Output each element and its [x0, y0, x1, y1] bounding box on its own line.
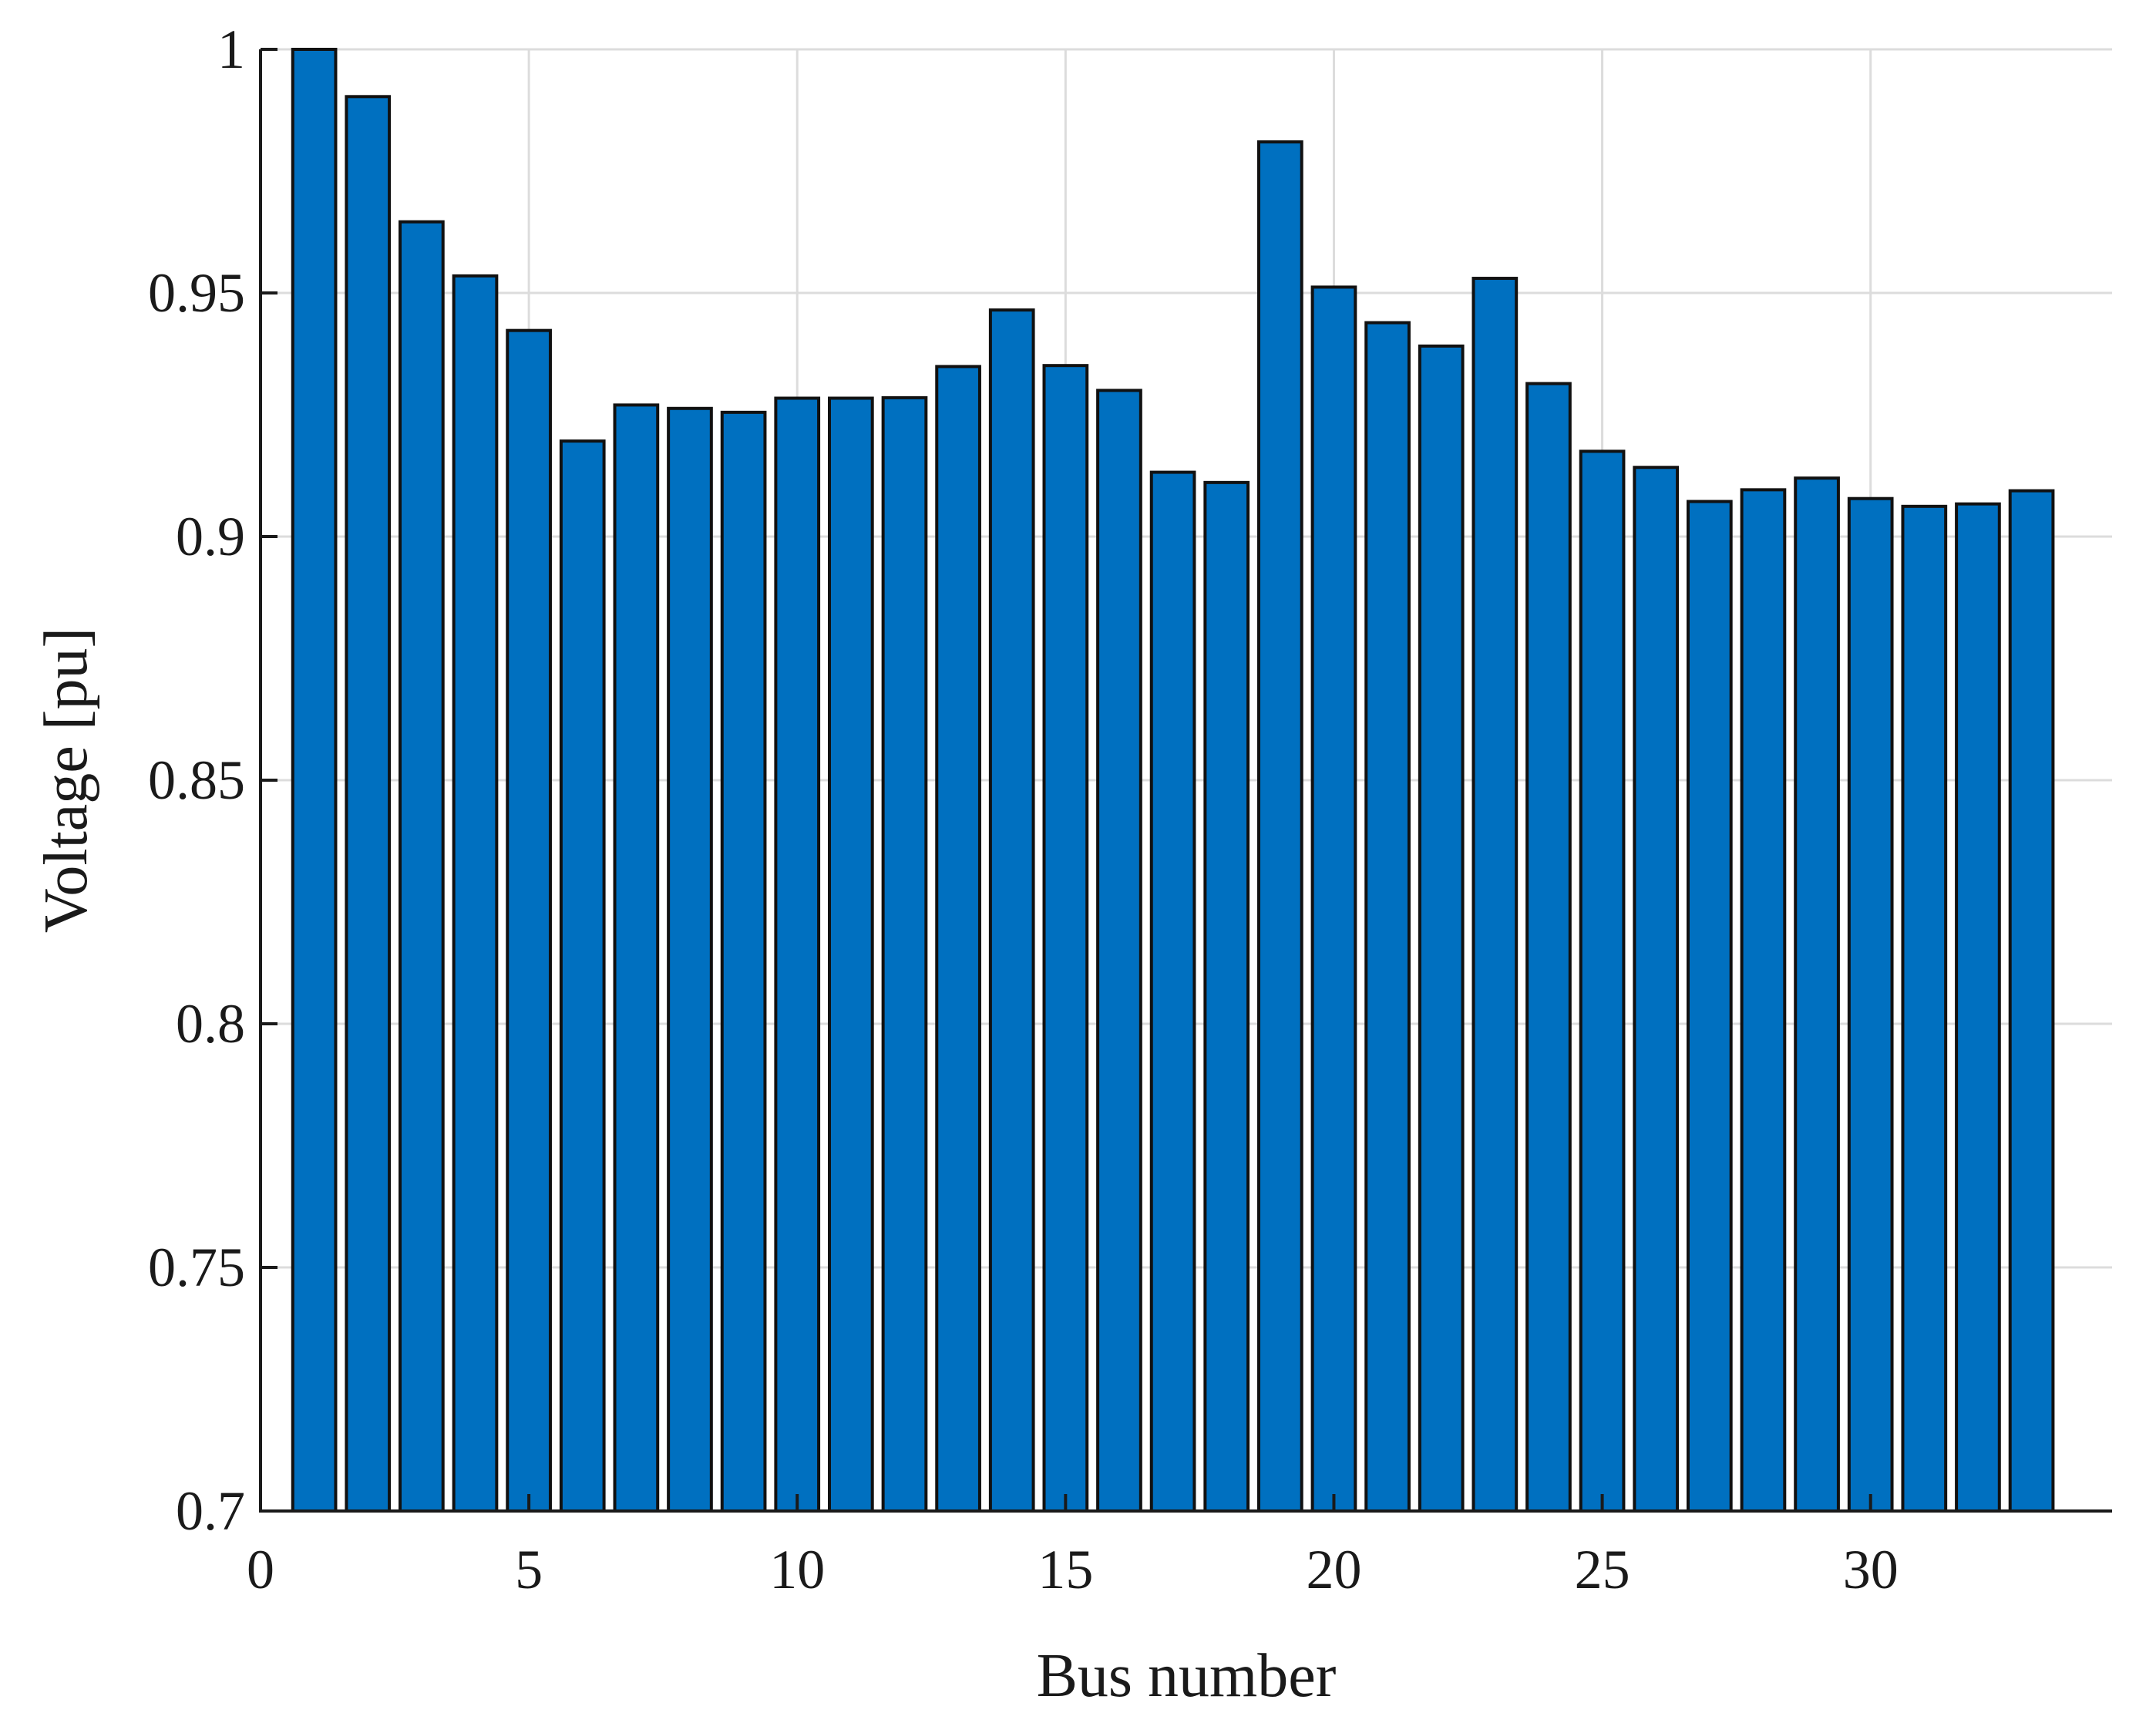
- bar-bus-6: [559, 439, 606, 1513]
- bar-bus-33: [2008, 489, 2055, 1513]
- bar-bus-27: [1686, 500, 1733, 1513]
- y-tick-label: 0.7: [176, 1480, 245, 1542]
- bar-bus-24: [1525, 382, 1572, 1513]
- x-tick-label: 10: [769, 1539, 825, 1600]
- axes: [259, 48, 2112, 1513]
- bar-bus-1: [291, 48, 338, 1513]
- bar-bus-12: [881, 395, 928, 1513]
- bar-bus-7: [613, 403, 660, 1513]
- bar-bus-9: [720, 410, 767, 1513]
- x-tick-label: 20: [1306, 1539, 1361, 1600]
- bar-bus-20: [1310, 285, 1357, 1513]
- bar-bus-10: [774, 396, 821, 1513]
- bar-bus-19: [1256, 140, 1303, 1513]
- x-tick-label: 15: [1038, 1539, 1093, 1600]
- bar-bus-16: [1096, 389, 1142, 1513]
- x-tick-label: 30: [1843, 1539, 1899, 1600]
- bar-bus-23: [1472, 277, 1519, 1513]
- bar-bus-32: [1955, 502, 2001, 1513]
- x-tick-labels: 0 5 10 15 20 25 30: [247, 1539, 1899, 1600]
- bar-bus-30: [1847, 496, 1894, 1513]
- y-tick-label: 0.85: [148, 749, 245, 811]
- x-tick-label: 0: [247, 1539, 274, 1600]
- bar-bus-14: [988, 308, 1035, 1513]
- y-tick-label: 1: [217, 19, 245, 80]
- bar-bus-15: [1042, 364, 1089, 1513]
- bar-bus-31: [1901, 504, 1948, 1513]
- bar-bus-21: [1364, 321, 1411, 1513]
- bar-bus-2: [345, 95, 392, 1513]
- y-tick-label: 0.95: [148, 262, 245, 324]
- y-tick-label: 0.8: [176, 993, 245, 1055]
- y-axis-label: Voltage [pu]: [32, 628, 100, 933]
- bar-bus-5: [506, 328, 552, 1513]
- y-tick-label: 0.9: [176, 506, 245, 567]
- bar-bus-11: [828, 396, 874, 1513]
- bar-bus-28: [1740, 488, 1787, 1513]
- x-axis-label: Bus number: [1037, 1642, 1337, 1710]
- bar-bus-3: [399, 220, 445, 1513]
- bar-bus-17: [1149, 470, 1196, 1513]
- bar-bus-25: [1579, 449, 1626, 1513]
- bar-bus-22: [1418, 344, 1465, 1513]
- y-tick-label: 0.75: [148, 1237, 245, 1298]
- bar-bus-8: [667, 406, 713, 1513]
- bars: [291, 48, 2055, 1513]
- x-tick-label: 25: [1575, 1539, 1630, 1600]
- bar-bus-18: [1203, 480, 1250, 1513]
- y-tick-labels: 0.7 0.75 0.8 0.85 0.9 0.95 1: [148, 19, 245, 1542]
- x-tick-label: 5: [515, 1539, 543, 1600]
- bar-bus-13: [935, 365, 981, 1513]
- bar-bus-26: [1633, 466, 1680, 1513]
- bar-bus-29: [1794, 476, 1840, 1513]
- bar-bus-4: [452, 274, 499, 1513]
